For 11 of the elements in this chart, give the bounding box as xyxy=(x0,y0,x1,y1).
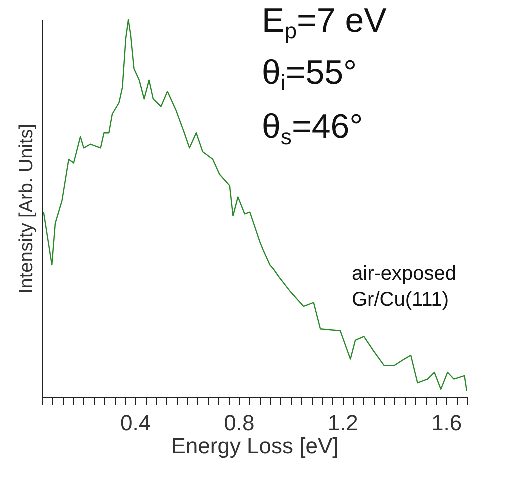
annotation: air-exposed xyxy=(352,263,457,285)
annotation: θ$_{i}$=55° xyxy=(262,54,358,96)
y-axis-title: Intensity [Arb. Units] xyxy=(16,124,38,294)
x-tick-label: 1.2 xyxy=(328,410,358,436)
annotation: θ$_{s}$=46° xyxy=(262,108,364,150)
x-tick-label: 0.8 xyxy=(224,410,255,436)
annotation: Gr/Cu(111) xyxy=(352,289,450,311)
annotation: E$_{p}$=7 eV xyxy=(262,2,387,44)
x-axis-title: Energy Loss [eV] xyxy=(171,434,339,458)
x-tick-label: 0.4 xyxy=(120,410,152,436)
x-tick-label: 1.6 xyxy=(431,410,462,436)
